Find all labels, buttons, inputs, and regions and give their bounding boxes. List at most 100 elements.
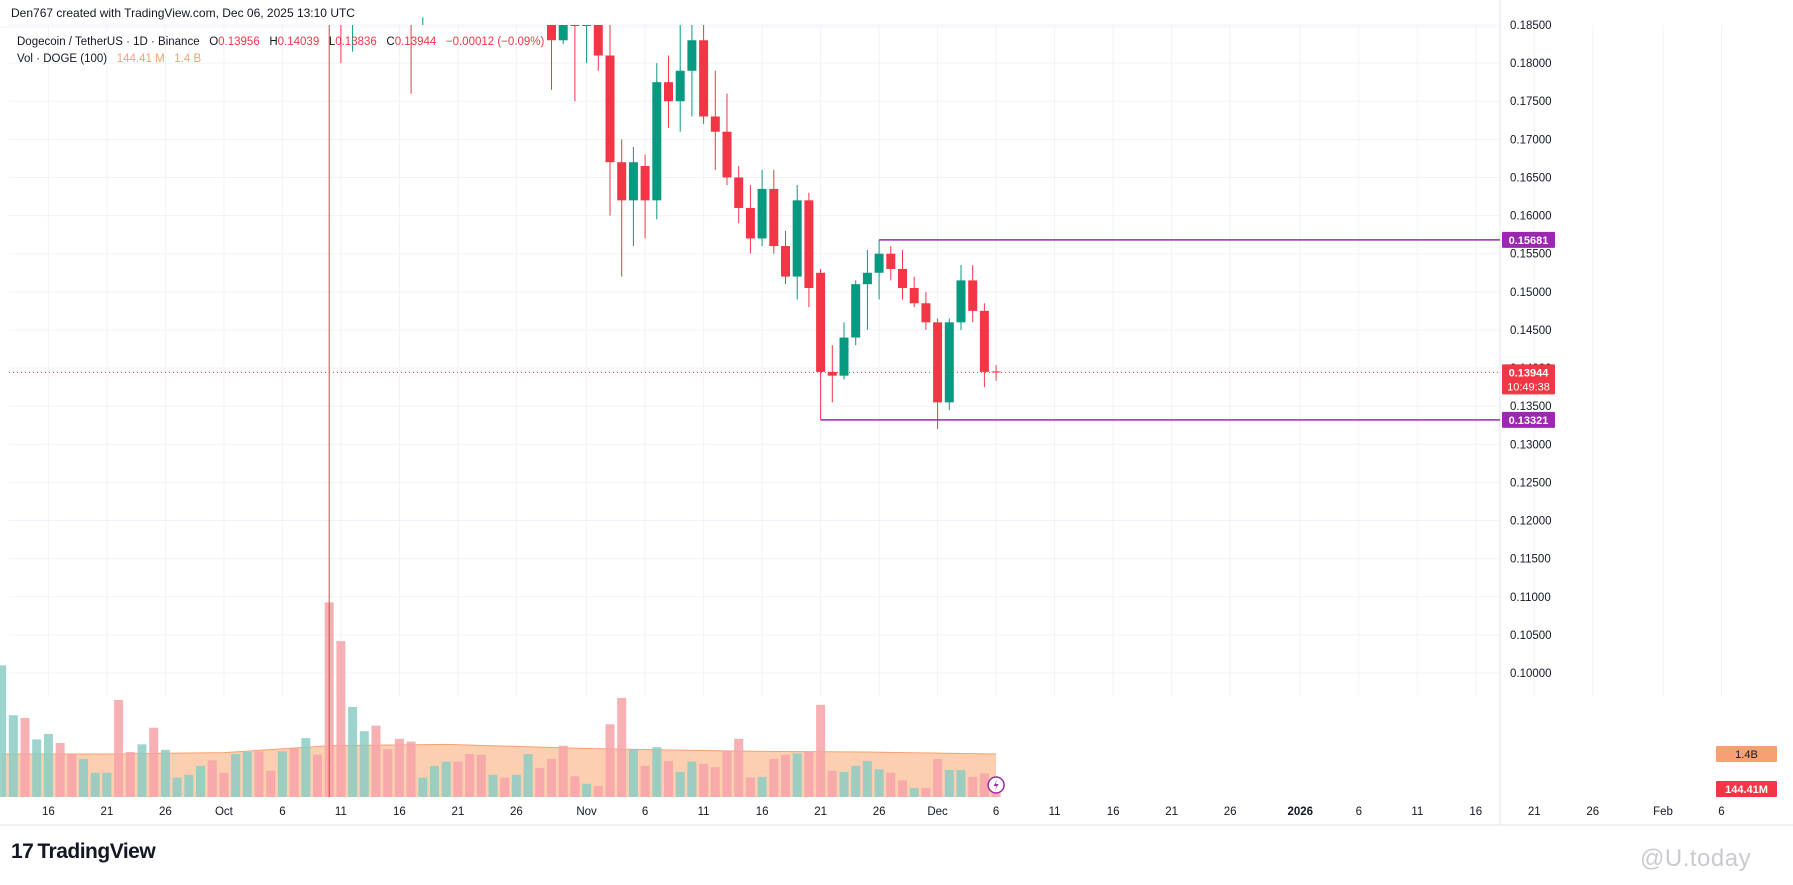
volume-bar	[781, 754, 790, 797]
volume-bar	[0, 665, 7, 797]
volume-bar	[816, 704, 826, 797]
volume-bar	[277, 751, 287, 797]
candle-body	[593, 25, 603, 56]
time-tick-label: 21	[1165, 806, 1178, 818]
time-tick-label: 2026	[1288, 806, 1314, 818]
volume-bar	[219, 772, 229, 797]
candle-body	[956, 280, 966, 323]
volume-bar	[734, 738, 744, 797]
time-tick-label: 21	[452, 806, 465, 818]
tradingview-logo[interactable]: 17 TradingView	[11, 840, 156, 864]
time-tick-label: 6	[642, 806, 648, 818]
candle-body	[605, 55, 615, 163]
volume-bar	[266, 770, 276, 797]
volume-ma-tag-label: 1.4B	[1735, 749, 1758, 761]
volume-bar	[979, 773, 989, 797]
volume-bar	[55, 742, 65, 797]
volume-bar	[535, 767, 545, 797]
price-tick-label: 0.14500	[1510, 325, 1552, 337]
legend-vol-value: 144.41 M	[116, 53, 165, 65]
current-price-tag	[1502, 364, 1555, 395]
time-tick-label: 26	[510, 806, 523, 818]
time-tick-label: 11	[335, 806, 347, 818]
volume-bar	[851, 765, 861, 797]
volume-bar	[593, 785, 603, 797]
volume-bar	[441, 761, 451, 797]
volume-bar	[909, 787, 919, 797]
tradingview-logo-text: TradingView	[37, 840, 156, 863]
candle-body	[781, 246, 790, 277]
volume-bar	[933, 758, 943, 797]
time-tick-label: 26	[1224, 806, 1237, 818]
legend-vol-ma: 1.4 B	[174, 53, 202, 65]
candle-body	[547, 25, 556, 41]
candle-body	[792, 200, 802, 277]
volume-bar	[149, 727, 159, 797]
price-tick-label: 0.12000	[1510, 516, 1552, 528]
volume-pane	[0, 602, 1001, 797]
legend-ohlc-row: Dogecoin / TetherUS · 1D · Binance O 0.13…	[17, 34, 544, 51]
volume-bar	[570, 776, 580, 797]
volume-bar	[745, 777, 755, 797]
volume-bar	[956, 769, 966, 797]
volume-bar	[804, 751, 814, 797]
time-tick-label: 16	[756, 806, 769, 818]
volume-bar	[43, 733, 53, 797]
time-tick-label: Dec	[927, 806, 948, 818]
price-tick-label: 0.17500	[1510, 96, 1552, 108]
price-tick-label: 0.15000	[1510, 287, 1552, 299]
candle-body	[734, 177, 744, 208]
time-tick-label: 21	[814, 806, 827, 818]
candle-body	[968, 280, 978, 311]
volume-bar	[125, 751, 135, 797]
level-tag	[1502, 411, 1555, 428]
candle-body	[617, 162, 627, 201]
volume-bar	[617, 697, 627, 797]
price-tick-label: 0.18000	[1510, 58, 1552, 70]
volume-bar	[511, 774, 521, 797]
candle-body	[664, 82, 673, 102]
volume-bar	[827, 770, 837, 797]
legend-open-label: O	[209, 36, 219, 48]
volume-bar	[488, 774, 498, 797]
volume-bar	[231, 754, 241, 797]
time-tick-label: 16	[1469, 806, 1482, 818]
candle-body	[991, 371, 1001, 373]
legend-high-label: H	[269, 36, 278, 48]
volume-bar	[558, 745, 568, 797]
candle-body	[570, 25, 580, 26]
candle-body	[710, 116, 720, 132]
volume-bar	[394, 738, 404, 797]
time-tick-label: 16	[1107, 806, 1120, 818]
legend-close: 0.13944	[394, 36, 437, 48]
legend-symbol: Dogecoin / TetherUS · 1D · Binance	[17, 36, 200, 48]
time-tick-label: 26	[159, 806, 172, 818]
volume-bar	[628, 749, 638, 797]
time-tick-label: 6	[279, 806, 285, 818]
candle-body	[874, 253, 884, 273]
time-tick-label: 26	[1586, 806, 1599, 818]
candle-body	[745, 207, 755, 239]
time-tick-label: 6	[1718, 806, 1724, 818]
chart-credit: Den767 created with TradingView.com, Dec…	[11, 6, 355, 20]
level-tag	[1502, 231, 1555, 248]
chart-legend: Dogecoin / TetherUS · 1D · Binance O 0.13…	[17, 34, 544, 68]
candle-body	[827, 371, 837, 376]
volume-bar	[757, 776, 767, 797]
price-tick-label: 0.10500	[1510, 630, 1552, 642]
candle-body	[898, 268, 907, 289]
volume-bar	[862, 760, 872, 797]
legend-volume-row: Vol · DOGE (100) 144.41 M 1.4 B	[17, 51, 544, 68]
volume-bar	[699, 763, 709, 797]
time-tick-label: 6	[993, 806, 999, 818]
candle-body	[628, 162, 638, 201]
legend-close-label: C	[386, 36, 395, 48]
time-tick-label: 21	[101, 806, 114, 818]
volume-bar	[289, 748, 299, 797]
price-tick-label: 0.11500	[1510, 554, 1551, 566]
candle-body	[816, 272, 826, 372]
price-tick-label: 0.10000	[1510, 668, 1552, 680]
countdown-label: 10:49:38	[1507, 381, 1550, 393]
candle-body	[921, 303, 931, 323]
